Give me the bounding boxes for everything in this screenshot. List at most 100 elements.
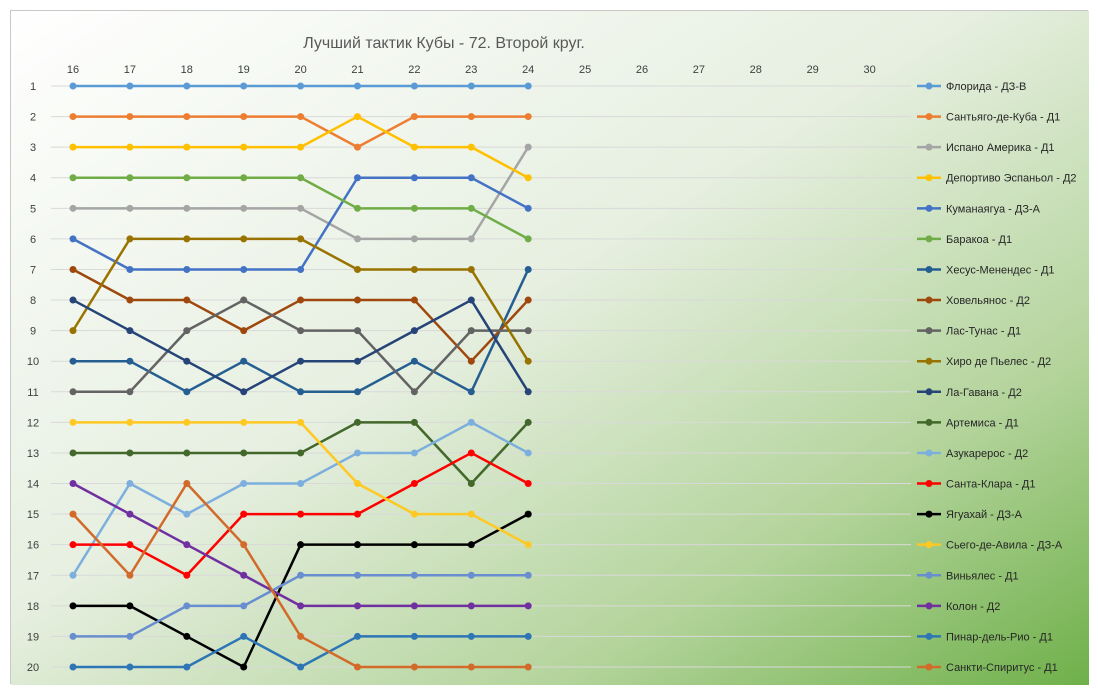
chart-background: [11, 11, 1089, 685]
legend-label: Испано Америка - Д1: [946, 142, 1055, 154]
data-point: [467, 174, 475, 182]
data-point: [524, 174, 532, 182]
data-point: [410, 663, 418, 671]
data-point: [69, 174, 77, 182]
legend-label: Флорида - ДЗ-В: [946, 81, 1026, 93]
data-point: [69, 265, 77, 273]
data-point: [183, 480, 191, 488]
data-point: [524, 418, 532, 426]
legend-item: Хесус-Менендес - Д1: [917, 264, 1055, 276]
series-19: [69, 480, 532, 671]
data-point: [126, 510, 134, 518]
legend-swatch-marker: [925, 510, 933, 518]
data-point: [410, 235, 418, 243]
data-point: [69, 296, 77, 304]
data-point: [240, 571, 248, 579]
legend-item: Флорида - ДЗ-В: [917, 81, 1026, 93]
y-tick-label: 5: [30, 203, 36, 215]
legend-item: Виньялес - Д1: [917, 570, 1019, 582]
legend-swatch-marker: [925, 296, 933, 304]
data-point: [183, 449, 191, 457]
data-point: [297, 663, 305, 671]
y-tick-label: 6: [30, 234, 36, 246]
data-point: [467, 113, 475, 121]
series-14: [69, 510, 532, 671]
data-point: [297, 204, 305, 212]
data-point: [126, 204, 134, 212]
data-point: [410, 388, 418, 396]
data-point: [297, 418, 305, 426]
data-point: [354, 113, 361, 121]
data-point: [183, 541, 191, 549]
y-tick-label: 15: [27, 509, 39, 521]
data-point: [354, 296, 361, 304]
data-point: [524, 327, 532, 335]
series-9: [69, 235, 532, 365]
x-tick-label: 16: [67, 64, 79, 76]
data-point: [297, 296, 305, 304]
x-tick-label: 27: [693, 64, 705, 76]
x-tick-label: 28: [750, 64, 762, 76]
data-point: [297, 265, 305, 273]
legend-swatch-marker: [925, 82, 933, 90]
x-tick-label: 30: [863, 64, 875, 76]
data-point: [410, 510, 418, 518]
legend-item: Санкти-Спиритус - Д1: [917, 662, 1058, 674]
legend-swatch-marker: [925, 418, 933, 426]
data-point: [354, 571, 361, 579]
y-tick-label: 4: [30, 173, 36, 185]
data-point: [467, 388, 475, 396]
y-tick-label: 20: [27, 662, 39, 674]
data-point: [354, 357, 361, 365]
legend-item: Артемиса - Д1: [917, 417, 1019, 429]
data-point: [297, 113, 305, 121]
data-point: [297, 327, 305, 335]
data-point: [297, 480, 305, 488]
y-tick-label: 11: [27, 387, 38, 399]
data-point: [467, 632, 475, 640]
y-tick-label: 16: [27, 540, 39, 552]
data-point: [240, 143, 248, 151]
legend-swatch-marker: [925, 265, 933, 273]
data-point: [524, 113, 532, 121]
chart-title: Лучший тактик Кубы - 72. Второй круг.: [303, 35, 585, 52]
series-13: [69, 449, 532, 579]
data-point: [524, 480, 532, 488]
data-point: [410, 143, 418, 151]
data-point: [524, 357, 532, 365]
data-point: [354, 174, 361, 182]
series-5: [69, 174, 532, 243]
data-point: [126, 663, 134, 671]
data-point: [183, 174, 191, 182]
legend-label: Азукарерос - Д2: [946, 448, 1028, 460]
data-point: [183, 82, 191, 90]
legend-label: Депортиво Эспаньол - Д2: [946, 173, 1077, 185]
data-point: [183, 327, 191, 335]
data-point: [354, 663, 361, 671]
series-layer: [69, 82, 532, 671]
data-point: [69, 571, 77, 579]
y-tick-label: 3: [30, 142, 36, 154]
data-point: [524, 602, 532, 610]
data-point: [297, 449, 305, 457]
data-point: [354, 510, 361, 518]
y-tick-label: 18: [27, 601, 39, 613]
data-point: [297, 357, 305, 365]
data-point: [240, 265, 248, 273]
data-point: [524, 632, 532, 640]
data-point: [240, 296, 248, 304]
legend-label: Лас-Тунас - Д1: [946, 326, 1021, 338]
y-tick-label: 10: [27, 356, 39, 368]
data-point: [297, 602, 305, 610]
data-point: [524, 235, 532, 243]
data-point: [524, 204, 532, 212]
data-point: [183, 265, 191, 273]
data-point: [297, 174, 305, 182]
data-point: [69, 632, 77, 640]
legend-swatch-marker: [925, 388, 933, 396]
data-point: [126, 388, 134, 396]
data-point: [410, 357, 418, 365]
series-1: [69, 113, 532, 151]
data-point: [524, 388, 532, 396]
